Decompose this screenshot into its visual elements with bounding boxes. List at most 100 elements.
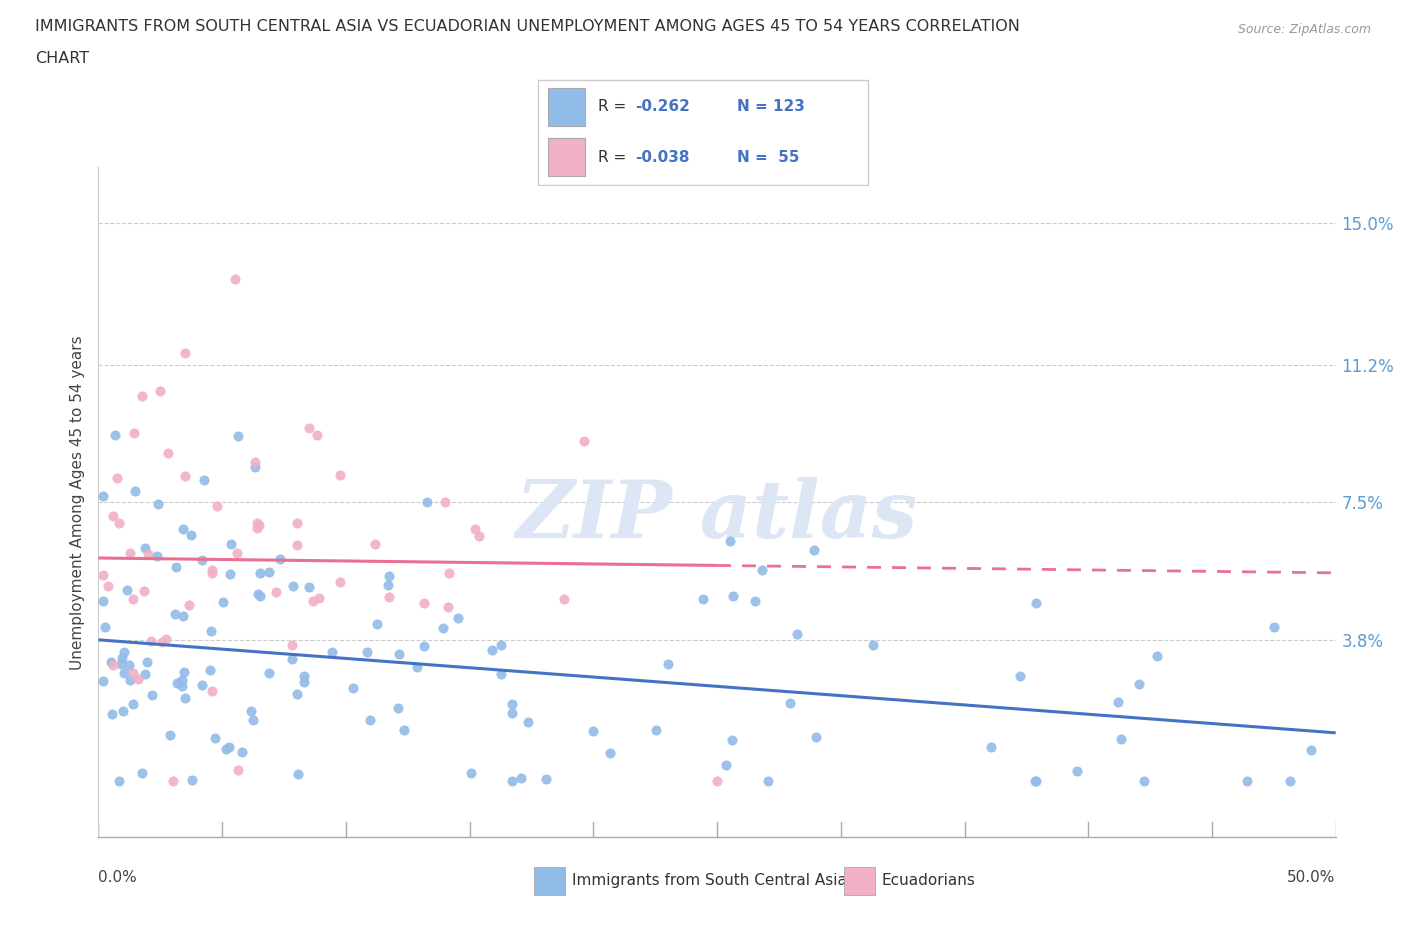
Point — [364, 537, 387, 551]
Point — [127, 671, 149, 686]
Point — [308, 591, 330, 605]
Point — [120, 672, 142, 687]
Point — [141, 687, 163, 702]
Text: N =  55: N = 55 — [737, 150, 799, 165]
Point — [285, 686, 308, 701]
Point — [1299, 742, 1322, 757]
Point — [155, 632, 177, 647]
Point — [447, 610, 470, 625]
Point — [110, 657, 132, 671]
Point — [366, 617, 388, 631]
Point — [744, 594, 766, 609]
Point — [93, 488, 115, 503]
Point — [226, 429, 249, 444]
Point — [108, 515, 131, 530]
Point — [131, 389, 153, 404]
Point — [146, 548, 169, 563]
Point — [124, 484, 146, 498]
Text: Ecuadorians: Ecuadorians — [882, 873, 976, 888]
Point — [122, 697, 145, 711]
Point — [657, 657, 679, 671]
Point — [302, 593, 325, 608]
Point — [437, 565, 460, 580]
Point — [101, 509, 124, 524]
Point — [162, 774, 184, 789]
Point — [489, 666, 512, 681]
Point — [1025, 595, 1047, 610]
Point — [756, 774, 779, 789]
Point — [112, 666, 135, 681]
Point — [280, 638, 302, 653]
Point — [468, 528, 491, 543]
Point — [283, 579, 305, 594]
Point — [122, 591, 145, 606]
Point — [201, 563, 224, 578]
Point — [159, 728, 181, 743]
Point — [321, 644, 343, 659]
Point — [1263, 619, 1285, 634]
Point — [501, 705, 523, 720]
Text: IMMIGRANTS FROM SOUTH CENTRAL ASIA VS ECUADORIAN UNEMPLOYMENT AMONG AGES 45 TO 5: IMMIGRANTS FROM SOUTH CENTRAL ASIA VS EC… — [35, 19, 1019, 33]
Point — [501, 697, 523, 711]
Point — [205, 498, 228, 513]
Point — [166, 675, 188, 690]
Point — [132, 584, 155, 599]
Point — [718, 534, 741, 549]
Point — [388, 646, 411, 661]
Text: ZIP atlas: ZIP atlas — [516, 477, 918, 554]
Point — [751, 563, 773, 578]
Point — [174, 691, 197, 706]
Point — [572, 433, 595, 448]
Point — [150, 635, 173, 650]
Point — [139, 633, 162, 648]
Point — [786, 627, 808, 642]
Point — [464, 522, 486, 537]
Point — [172, 521, 194, 536]
Text: CHART: CHART — [35, 51, 89, 66]
Point — [359, 712, 381, 727]
Point — [1128, 677, 1150, 692]
Point — [247, 517, 270, 532]
Text: R =: R = — [599, 150, 631, 165]
Point — [432, 621, 454, 636]
Point — [211, 595, 233, 610]
Point — [115, 582, 138, 597]
Point — [218, 740, 240, 755]
Point — [107, 774, 129, 789]
FancyBboxPatch shape — [537, 80, 869, 185]
Point — [224, 272, 246, 286]
Point — [219, 536, 242, 551]
Point — [1132, 774, 1154, 789]
Point — [101, 707, 124, 722]
Point — [259, 565, 281, 579]
Point — [269, 551, 291, 566]
Point — [138, 547, 160, 562]
Point — [173, 469, 195, 484]
Point — [204, 731, 226, 746]
Point — [342, 681, 364, 696]
Point — [721, 589, 744, 604]
Point — [134, 541, 156, 556]
Point — [122, 665, 145, 680]
Point — [1109, 732, 1132, 747]
Y-axis label: Unemployment Among Ages 45 to 54 years: Unemployment Among Ages 45 to 54 years — [70, 335, 86, 670]
Text: N = 123: N = 123 — [737, 100, 804, 114]
Point — [292, 675, 315, 690]
Point — [305, 428, 328, 443]
Point — [226, 545, 249, 560]
Point — [163, 606, 186, 621]
Point — [481, 643, 503, 658]
Point — [191, 552, 214, 567]
Point — [122, 425, 145, 440]
Point — [706, 774, 728, 789]
Point — [329, 575, 352, 590]
Point — [413, 638, 436, 653]
Text: -0.262: -0.262 — [636, 100, 690, 114]
Text: R =: R = — [599, 100, 631, 114]
Point — [285, 538, 308, 552]
Point — [242, 712, 264, 727]
Point — [181, 772, 204, 787]
Point — [157, 445, 180, 460]
Point — [174, 346, 197, 361]
Point — [93, 568, 115, 583]
